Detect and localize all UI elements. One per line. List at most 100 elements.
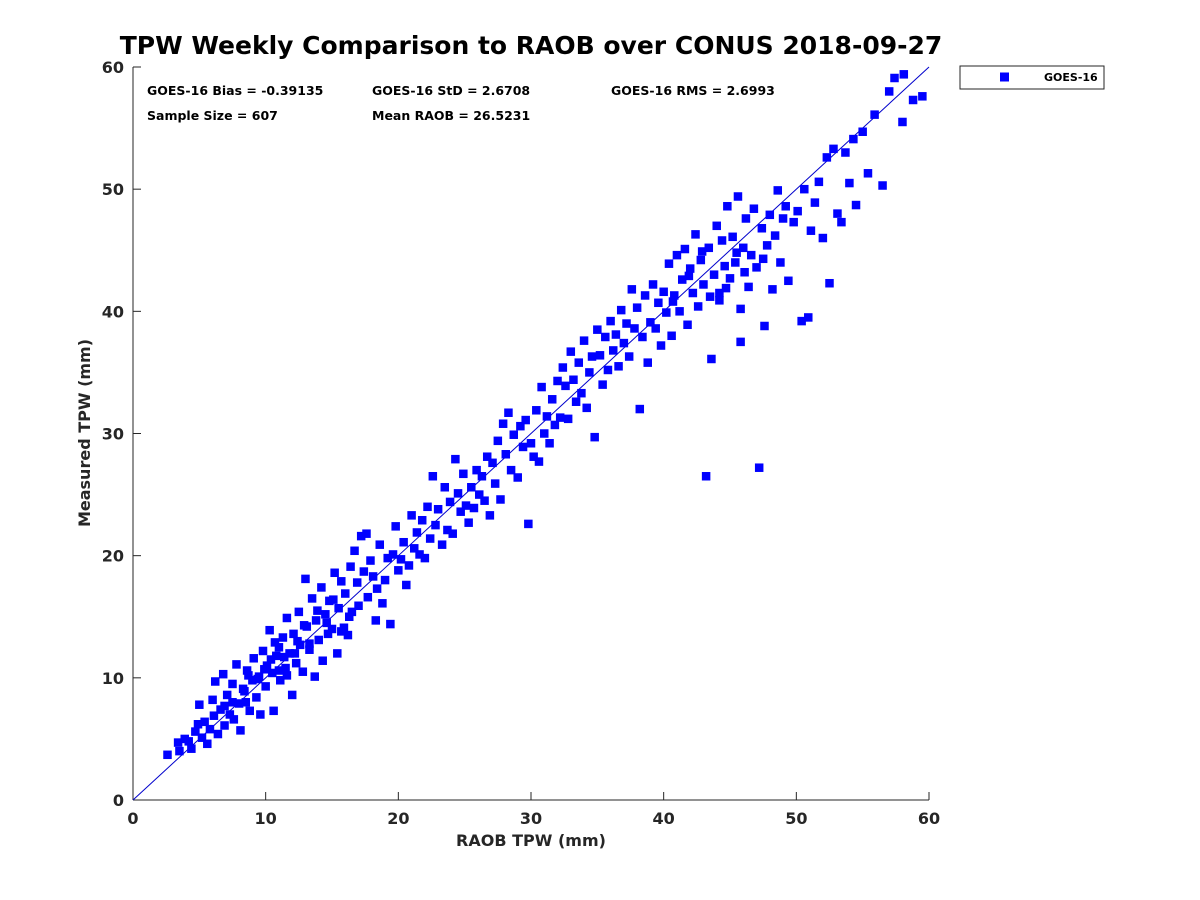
data-point [488, 458, 497, 468]
data-point [417, 515, 427, 525]
data-point [163, 750, 172, 760]
data-point [305, 639, 314, 648]
data-point [800, 184, 809, 194]
data-point [555, 413, 565, 422]
data-point [228, 698, 237, 707]
stat-bias: GOES-16 Bias = -0.39135 [147, 83, 323, 98]
data-point [643, 358, 652, 367]
data-point [822, 153, 832, 162]
data-point [197, 733, 207, 742]
y-tick-label: 0 [113, 791, 124, 810]
data-point [203, 739, 212, 749]
data-point [635, 404, 645, 414]
data-point [659, 287, 668, 297]
data-point [334, 603, 343, 613]
data-point [317, 583, 326, 592]
data-point [282, 671, 292, 680]
data-point [789, 217, 798, 227]
y-tick-label: 50 [102, 180, 124, 199]
data-point [356, 531, 366, 541]
data-point [260, 665, 269, 674]
data-point [467, 483, 476, 492]
data-point [333, 649, 342, 658]
data-point [337, 577, 346, 586]
stat-rms: GOES-16 RMS = 2.6993 [611, 83, 775, 98]
data-point [878, 181, 887, 190]
data-point [213, 729, 223, 739]
data-point [236, 726, 245, 735]
legend-entry-goes-16: GOES-16 [1044, 71, 1098, 84]
data-point [350, 546, 359, 556]
data-point [672, 250, 682, 260]
data-point [697, 247, 707, 256]
data-point [603, 365, 613, 375]
data-point [423, 502, 432, 512]
x-tick-label: 20 [387, 809, 409, 828]
data-point [707, 354, 716, 364]
data-point [524, 519, 533, 529]
y-tick-label: 30 [102, 425, 124, 444]
data-point [712, 221, 721, 231]
data-point [715, 296, 724, 305]
data-point [516, 421, 525, 431]
data-point [362, 529, 371, 538]
data-point [208, 695, 217, 705]
data-point [670, 291, 679, 300]
plot-area: 0 10 20 30 40 50 60 0 10 20 30 40 50 60 [102, 58, 940, 828]
data-point [248, 676, 257, 685]
x-tick-label: 0 [127, 809, 138, 828]
data-point [287, 690, 297, 700]
data-point [736, 304, 745, 314]
data-point [329, 595, 338, 604]
data-point [818, 233, 828, 243]
data-point [664, 259, 674, 268]
data-point [341, 589, 350, 598]
data-point [518, 442, 528, 452]
data-point [268, 668, 277, 678]
data-point [632, 303, 642, 312]
data-point [609, 346, 618, 355]
data-point [184, 737, 193, 746]
data-point [211, 677, 220, 686]
data-point [420, 553, 430, 563]
data-point [662, 308, 671, 317]
data-point [443, 525, 452, 535]
data-point [359, 567, 369, 576]
data-point [461, 501, 471, 510]
y-tick-label: 10 [102, 669, 124, 688]
data-point [451, 454, 460, 464]
data-point [776, 258, 785, 267]
data-point [310, 672, 320, 681]
data-point [858, 127, 867, 136]
data-point [863, 169, 873, 178]
data-point [469, 503, 479, 513]
data-point [220, 721, 229, 730]
data-point [833, 209, 842, 218]
data-point [205, 724, 215, 734]
data-point [383, 553, 392, 563]
data-point [344, 612, 354, 621]
data-point [898, 117, 907, 127]
data-point [195, 700, 204, 709]
y-tick-label: 40 [102, 302, 124, 321]
data-point [870, 110, 879, 119]
data-point [741, 214, 751, 223]
data-point [593, 325, 602, 334]
data-point [193, 720, 203, 729]
data-point [265, 625, 274, 635]
data-point [321, 610, 330, 619]
y-axis-label: Measured TPW (mm) [75, 339, 94, 527]
data-point [425, 534, 435, 543]
data-point [841, 148, 850, 157]
data-point [611, 330, 621, 339]
legend-marker-square [1000, 72, 1009, 82]
data-point [244, 671, 253, 680]
data-point [585, 368, 594, 377]
data-point [278, 633, 288, 642]
data-point [270, 638, 280, 647]
data-point [269, 706, 278, 716]
data-point [558, 363, 568, 372]
data-point [372, 584, 382, 593]
data-point [770, 231, 780, 240]
